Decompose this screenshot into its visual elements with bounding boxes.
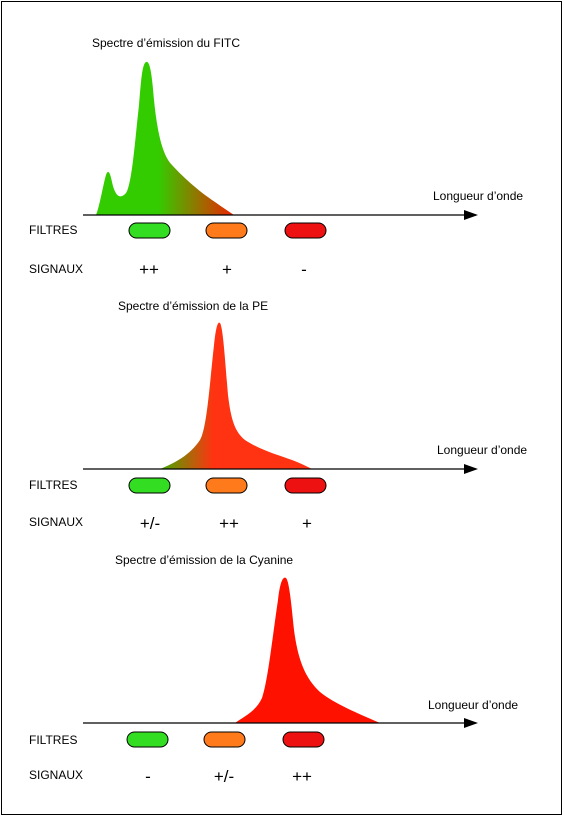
axis-label: Longueur d’onde <box>428 698 518 712</box>
signal-orange: ++ <box>219 514 239 533</box>
filter-orange <box>205 477 248 494</box>
panel-cyanine: Spectre d’émission de la Cyanine Longueu… <box>29 553 518 786</box>
panel-pe: Spectre d’émission de la PE Longueur d’o… <box>29 299 527 533</box>
fitc-emission-curve <box>96 61 234 215</box>
filter-red <box>282 731 325 748</box>
signal-green: +/- <box>140 514 160 533</box>
signal-green: ++ <box>139 260 159 279</box>
filter-green <box>126 731 169 748</box>
filter-red <box>284 477 327 494</box>
filter-orange <box>205 222 248 239</box>
filters-label: FILTRES <box>29 478 77 492</box>
panel-title: Spectre d’émission de la Cyanine <box>115 553 293 567</box>
panel-title: Spectre d’émission du FITC <box>92 36 240 50</box>
filters-label: FILTRES <box>29 223 77 237</box>
filter-red <box>284 222 327 239</box>
axis-label: Longueur d’onde <box>433 189 523 203</box>
panel-fitc: Spectre d’émission du FITC Longueur d’on… <box>29 36 523 279</box>
filter-green <box>128 222 171 239</box>
filter-orange <box>203 731 246 748</box>
pe-emission-curve <box>160 322 312 469</box>
cyanine-emission-curve <box>235 577 380 723</box>
signals-label: SIGNAUX <box>29 515 83 529</box>
panel-title: Spectre d’émission de la PE <box>118 299 268 313</box>
filter-green <box>128 477 171 494</box>
filters-label: FILTRES <box>29 733 77 747</box>
signal-red: + <box>302 514 312 533</box>
signal-red: - <box>301 260 307 279</box>
signal-orange: +/- <box>214 767 234 786</box>
signal-orange: + <box>222 260 232 279</box>
signals-label: SIGNAUX <box>29 262 83 276</box>
signal-red: ++ <box>292 767 312 786</box>
signals-label: SIGNAUX <box>29 768 83 782</box>
axis-label: Longueur d’onde <box>437 443 527 457</box>
signal-green: - <box>145 767 151 786</box>
